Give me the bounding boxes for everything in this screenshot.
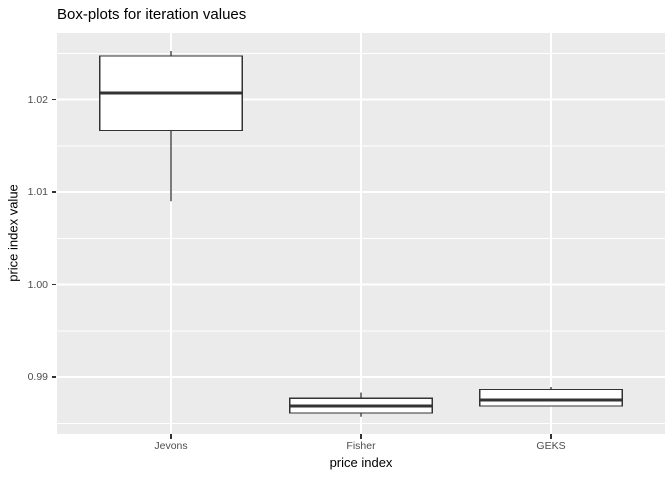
- y-tick-mark: [51, 191, 56, 193]
- y-tick-mark: [51, 283, 56, 286]
- y-tick-label: 1.01: [27, 186, 48, 198]
- x-tick-mark: [360, 434, 362, 439]
- y-tick-mark: [51, 98, 56, 101]
- y-tick-label: 0.99: [27, 371, 48, 384]
- x-axis-title: price index: [329, 455, 393, 470]
- x-tick-label-geks: GEKS: [536, 440, 566, 452]
- plot-area: [57, 33, 665, 434]
- y-tick-mark: [51, 376, 56, 378]
- x-tick-label-jevons: Jevons: [154, 440, 188, 452]
- chart-title: Box-plots for iteration values: [57, 6, 247, 23]
- y-axis-title: price index value: [5, 184, 21, 282]
- y-tick-label: 1.00: [27, 278, 48, 291]
- x-tick-mark: [550, 434, 552, 439]
- x-tick-mark: [170, 434, 172, 439]
- y-tick-label: 1.02: [27, 93, 48, 106]
- x-tick-label-fisher: Fisher: [346, 440, 376, 452]
- box-geks: [479, 388, 623, 407]
- plot-panel: [57, 33, 665, 434]
